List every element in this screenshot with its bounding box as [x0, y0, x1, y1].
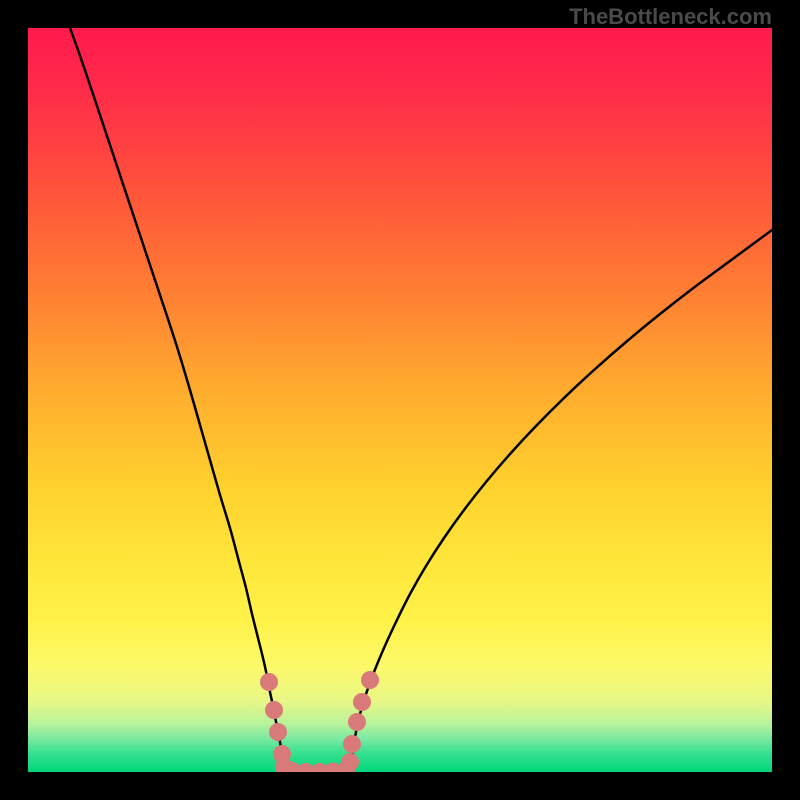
curve-marker — [266, 702, 283, 719]
curve-marker — [362, 672, 379, 689]
bottleneck-curve-path — [70, 28, 772, 772]
curve-marker — [342, 754, 359, 771]
bottleneck-curve — [0, 0, 800, 800]
curve-marker — [261, 674, 278, 691]
curve-marker — [270, 724, 287, 741]
curve-marker — [349, 714, 366, 731]
curve-marker — [344, 736, 361, 753]
chart-frame: TheBottleneck.com — [0, 0, 800, 800]
curve-marker — [354, 694, 371, 711]
